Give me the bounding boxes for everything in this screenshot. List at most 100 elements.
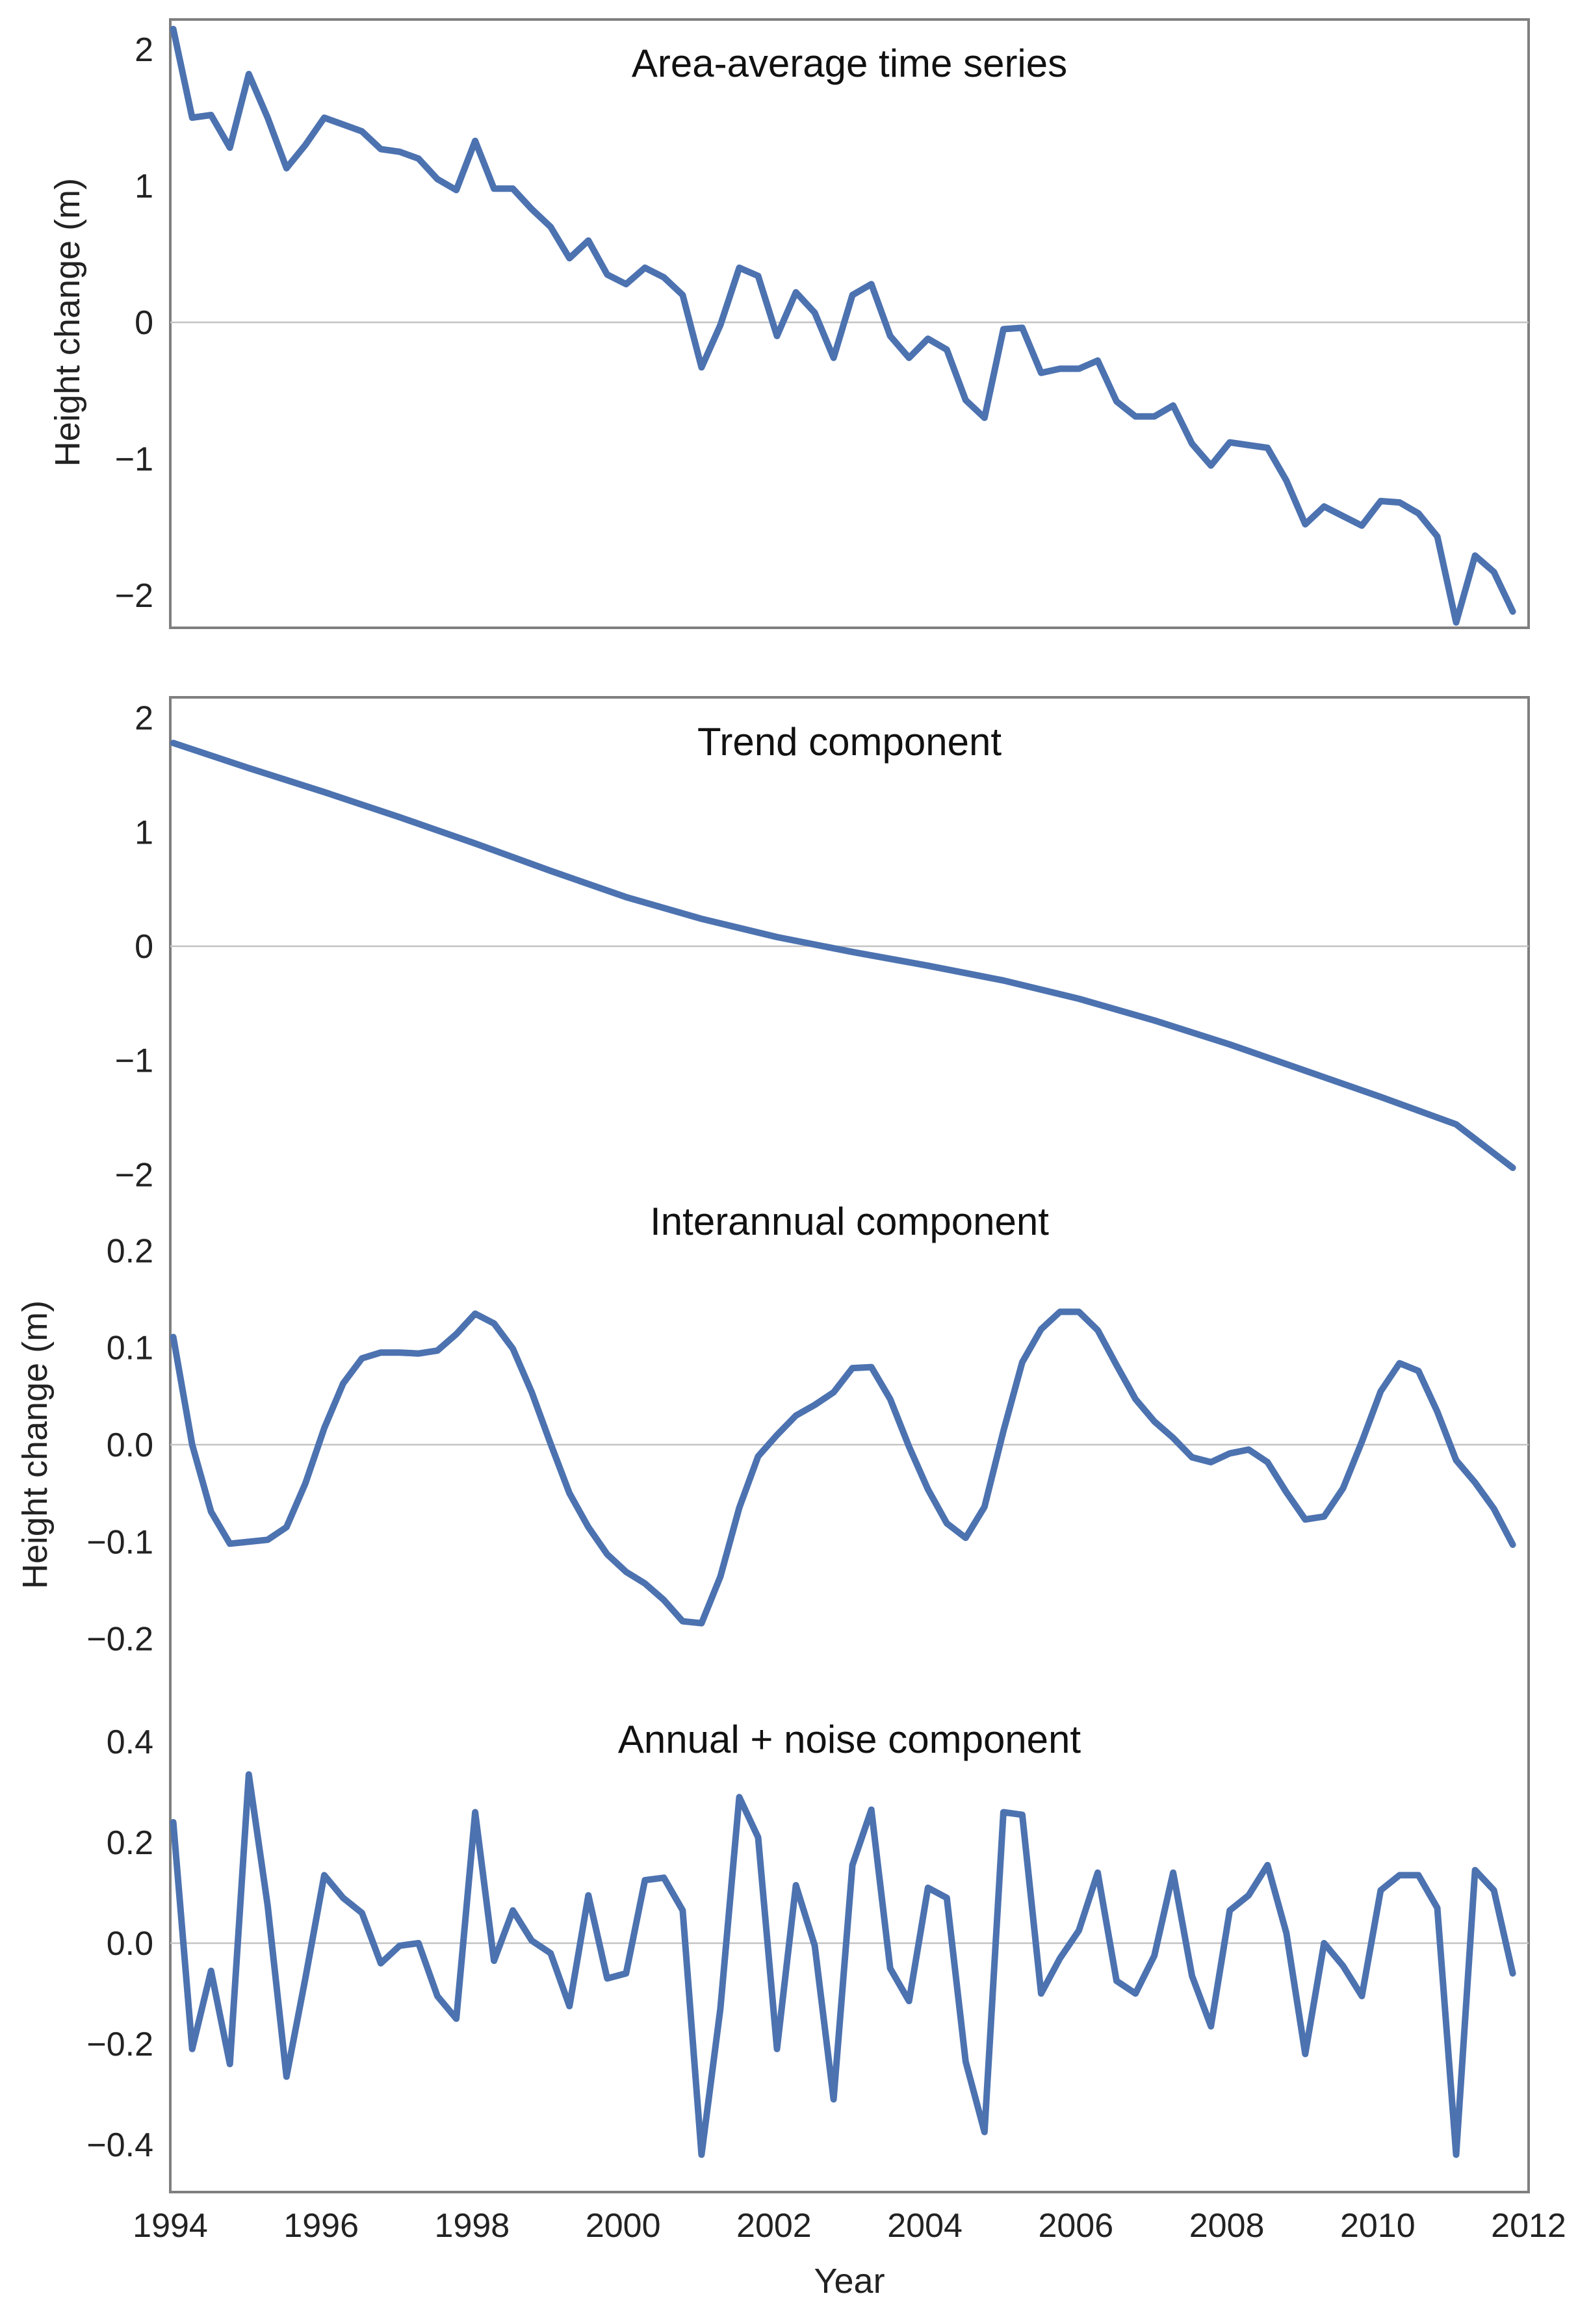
data-point-area-average <box>1453 619 1460 626</box>
data-point-annual-noise <box>660 1874 667 1881</box>
data-point-area-average <box>1302 521 1308 528</box>
data-point-interannual <box>378 1349 384 1356</box>
data-point-interannual <box>1472 1479 1479 1486</box>
data-point-interannual <box>453 1331 459 1337</box>
data-point-interannual <box>434 1347 441 1354</box>
top-panel-frame <box>169 18 1530 629</box>
data-point-annual-noise <box>1416 1872 1422 1878</box>
data-point-interannual <box>283 1524 290 1530</box>
data-point-annual-noise <box>698 2152 705 2158</box>
data-point-interannual <box>1264 1459 1271 1465</box>
x-tick-label: 1996 <box>283 2207 359 2245</box>
data-point-annual-noise <box>1113 1978 1120 1984</box>
data-point-interannual <box>585 1524 591 1530</box>
data-point-interannual <box>1208 1459 1214 1465</box>
data-point-annual-noise <box>793 1882 799 1889</box>
data-point-area-average <box>1472 552 1479 559</box>
data-point-area-average <box>283 165 290 172</box>
data-point-interannual <box>755 1453 762 1460</box>
data-point-annual-noise <box>415 1940 422 1946</box>
y-tick-label-trend: 2 <box>135 700 153 738</box>
data-point-interannual <box>1434 1408 1441 1415</box>
x-tick-label: 2008 <box>1189 2207 1265 2245</box>
data-point-area-average <box>1189 441 1195 447</box>
data-point-interannual <box>472 1310 478 1317</box>
y-tick-label-area-average: 2 <box>135 31 153 69</box>
data-point-area-average <box>566 255 573 261</box>
data-point-annual-noise <box>491 1957 497 1964</box>
data-point-area-average <box>793 289 799 296</box>
data-point-interannual <box>717 1573 723 1580</box>
data-point-trend <box>623 894 629 900</box>
data-point-annual-noise <box>170 1819 177 1826</box>
y-tick-labels-annual-noise: −0.4 −0.2 0.0 0.2 0.4 <box>86 1724 153 2164</box>
data-point-annual-noise <box>1283 1930 1289 1937</box>
data-point-trend <box>1151 1017 1158 1024</box>
data-point-interannual <box>227 1540 233 1547</box>
data-point-annual-noise <box>641 1877 648 1883</box>
data-point-trend <box>472 840 478 847</box>
data-point-area-average <box>434 176 441 183</box>
data-point-interannual <box>1151 1418 1158 1425</box>
data-point-annual-noise <box>1339 1963 1346 1969</box>
data-point-annual-noise <box>1396 1872 1403 1878</box>
data-point-interannual <box>1132 1396 1139 1402</box>
data-point-annual-noise <box>1076 1928 1082 1934</box>
data-point-interannual <box>189 1441 196 1448</box>
title-annual-noise: Annual + noise component <box>618 1718 1081 1761</box>
data-point-annual-noise <box>1434 1905 1441 1911</box>
data-point-interannual <box>302 1480 309 1487</box>
y-tick-labels-interannual: −0.2 −0.1 0.0 0.1 0.2 <box>86 1232 153 1658</box>
data-point-annual-noise <box>1019 1811 1026 1818</box>
data-point-area-average <box>868 281 875 287</box>
data-point-annual-noise <box>1377 1887 1384 1894</box>
series-line-interannual <box>170 1308 1516 1627</box>
y-tick-label-annual-noise: −0.4 <box>86 2126 153 2164</box>
data-point-annual-noise <box>585 1892 591 1898</box>
data-point-interannual <box>604 1551 610 1558</box>
y-tick-label-trend: −2 <box>115 1156 153 1194</box>
x-axis-label: Year <box>814 2262 885 2301</box>
data-point-area-average <box>208 112 214 118</box>
y-tick-labels-trend: −2 −1 0 1 2 <box>115 700 153 1194</box>
data-point-annual-noise <box>1491 1887 1497 1894</box>
data-point-annual-noise <box>227 2061 233 2067</box>
data-point-annual-noise <box>736 1794 743 1800</box>
data-point-area-average <box>831 355 837 361</box>
data-point-area-average <box>660 274 667 281</box>
data-point-interannual <box>679 1618 686 1625</box>
data-point-annual-noise <box>246 1771 252 1777</box>
data-point-interannual <box>1302 1516 1308 1523</box>
data-point-area-average <box>1321 503 1327 510</box>
data-point-annual-noise <box>774 2046 781 2052</box>
data-point-annual-noise <box>1302 2051 1308 2058</box>
data-point-interannual <box>528 1389 535 1395</box>
data-point-trend <box>1377 1094 1384 1100</box>
data-point-annual-noise <box>1472 1867 1479 1874</box>
data-point-trend <box>774 934 781 940</box>
data-point-area-average <box>1396 499 1403 506</box>
data-point-annual-noise <box>1264 1862 1271 1868</box>
data-point-annual-noise <box>528 1937 535 1944</box>
data-point-annual-noise <box>1321 1940 1327 1946</box>
data-point-area-average <box>1491 569 1497 575</box>
data-point-annual-noise <box>1038 1991 1044 1997</box>
data-point-interannual <box>887 1396 894 1402</box>
data-point-annual-noise <box>1358 1993 1365 1999</box>
data-point-area-average <box>302 142 309 148</box>
data-point-annual-noise <box>1151 1952 1158 1959</box>
data-point-interannual <box>906 1443 912 1450</box>
data-point-area-average <box>1264 445 1271 451</box>
data-point-interannual <box>849 1365 856 1371</box>
data-point-annual-noise <box>1000 1809 1007 1816</box>
x-tick-label: 2010 <box>1340 2207 1416 2245</box>
data-point-annual-noise <box>981 2129 988 2136</box>
data-point-annual-noise <box>944 1894 950 1901</box>
data-point-area-average <box>906 355 912 361</box>
data-point-interannual <box>208 1508 214 1515</box>
data-point-interannual <box>1113 1362 1120 1369</box>
y-axis-label-top: Height change (m) <box>48 178 87 467</box>
x-tick-label: 2012 <box>1491 2207 1566 2245</box>
data-point-area-average <box>472 138 478 144</box>
data-point-interannual <box>1321 1514 1327 1520</box>
